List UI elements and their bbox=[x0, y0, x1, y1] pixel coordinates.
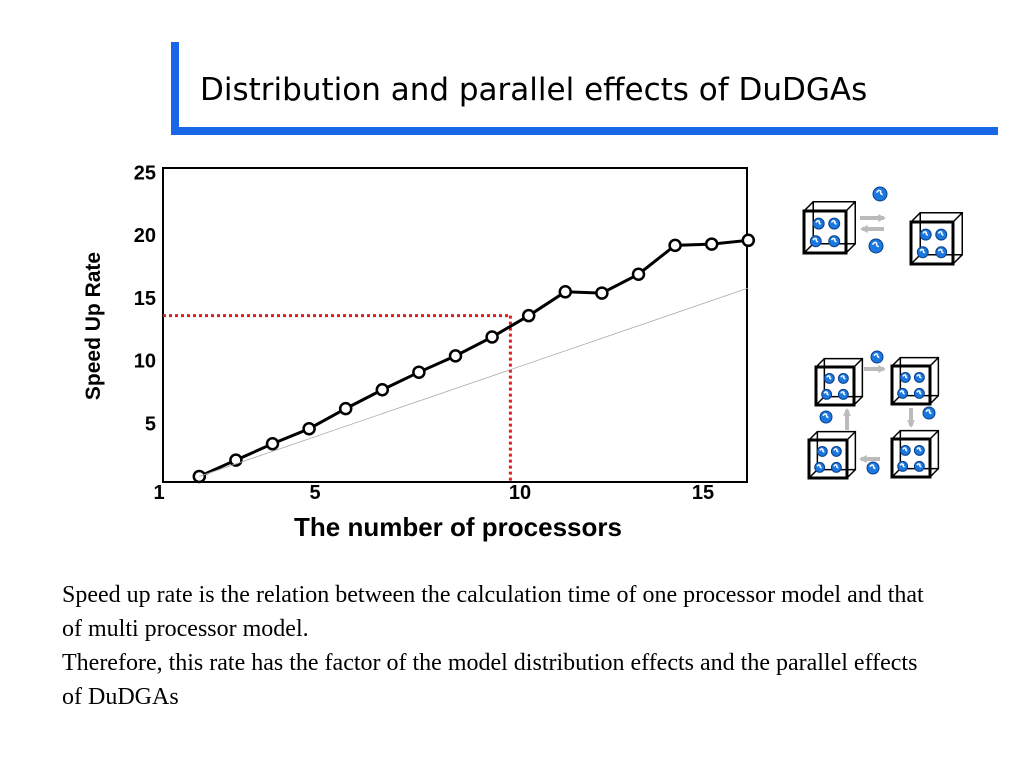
individual-ball bbox=[899, 444, 911, 456]
y-tick-label: 20 bbox=[134, 225, 156, 247]
data-point bbox=[302, 421, 316, 436]
y-tick-label: 5 bbox=[145, 413, 156, 435]
exchange-arrow-right bbox=[860, 214, 886, 222]
y-tick-label: 10 bbox=[134, 351, 156, 373]
body-paragraph-1: Speed up rate is the relation between th… bbox=[62, 582, 924, 642]
data-point bbox=[741, 233, 756, 248]
individual-ball bbox=[814, 461, 826, 473]
data-point bbox=[338, 401, 353, 416]
data-point bbox=[448, 349, 463, 363]
title-accent-bar-horizontal bbox=[171, 127, 998, 135]
individual-ball bbox=[823, 372, 835, 384]
individual-ball bbox=[913, 444, 925, 456]
data-point bbox=[704, 237, 719, 251]
individual-ball bbox=[916, 246, 929, 259]
individual-ball bbox=[935, 246, 948, 259]
data-point bbox=[668, 238, 682, 253]
individual-ball bbox=[812, 217, 825, 230]
data-point bbox=[521, 308, 536, 323]
individual-ball bbox=[821, 388, 833, 400]
x-tick-label: 15 bbox=[692, 482, 714, 504]
data-point bbox=[375, 383, 390, 397]
individual-ball bbox=[897, 460, 909, 472]
body-text: Speed up rate is the relation between th… bbox=[62, 578, 942, 714]
ring-arrow-left bbox=[859, 455, 880, 463]
y-axis-title: Speed Up Rate bbox=[82, 252, 105, 400]
slide-title: Distribution and parallel effects of DuD… bbox=[200, 72, 868, 108]
migrating-ball bbox=[868, 238, 884, 254]
ring-arrow-up bbox=[843, 408, 851, 430]
data-point bbox=[631, 267, 646, 281]
exchange-arrow-left bbox=[860, 225, 884, 233]
individual-ball bbox=[809, 235, 822, 248]
migrating-ball bbox=[870, 350, 884, 364]
individual-ball bbox=[837, 388, 849, 400]
y-tick-label: 15 bbox=[134, 288, 156, 310]
migrating-ball bbox=[872, 186, 888, 202]
individual-ball bbox=[837, 372, 849, 384]
migrating-ball bbox=[922, 406, 936, 420]
series-line-0 bbox=[198, 238, 749, 478]
body-paragraph-2: Therefore, this rate has the factor of t… bbox=[62, 650, 918, 710]
individual-ball bbox=[913, 371, 925, 383]
data-point bbox=[558, 285, 573, 299]
migrating-ball bbox=[866, 461, 880, 475]
y-tick-label: 25 bbox=[134, 162, 156, 184]
x-tick-label: 10 bbox=[509, 482, 531, 504]
data-point bbox=[265, 437, 280, 451]
individual-ball bbox=[816, 445, 828, 457]
x-tick-label: 5 bbox=[309, 482, 320, 504]
individual-ball bbox=[935, 228, 948, 241]
individual-ball bbox=[830, 461, 842, 473]
data-point bbox=[412, 365, 426, 379]
plot-frame bbox=[162, 167, 748, 483]
series-line-1 bbox=[199, 287, 749, 477]
data-point bbox=[485, 330, 499, 344]
individual-ball bbox=[913, 460, 925, 472]
title-accent-bar-vertical bbox=[171, 42, 179, 134]
individual-ball bbox=[899, 371, 911, 383]
individual-ball bbox=[897, 387, 909, 399]
migrating-ball bbox=[819, 410, 833, 424]
individual-ball bbox=[828, 217, 841, 230]
individual-ball bbox=[919, 228, 932, 241]
x-axis-title: The number of processors bbox=[294, 512, 622, 542]
individual-ball bbox=[828, 235, 841, 248]
individual-ball bbox=[913, 387, 925, 399]
x-tick-label: 1 bbox=[153, 482, 164, 504]
ring-arrow-right bbox=[864, 365, 886, 373]
individual-ball bbox=[830, 445, 842, 457]
data-point bbox=[595, 286, 609, 300]
ring-arrow-down bbox=[907, 408, 915, 428]
